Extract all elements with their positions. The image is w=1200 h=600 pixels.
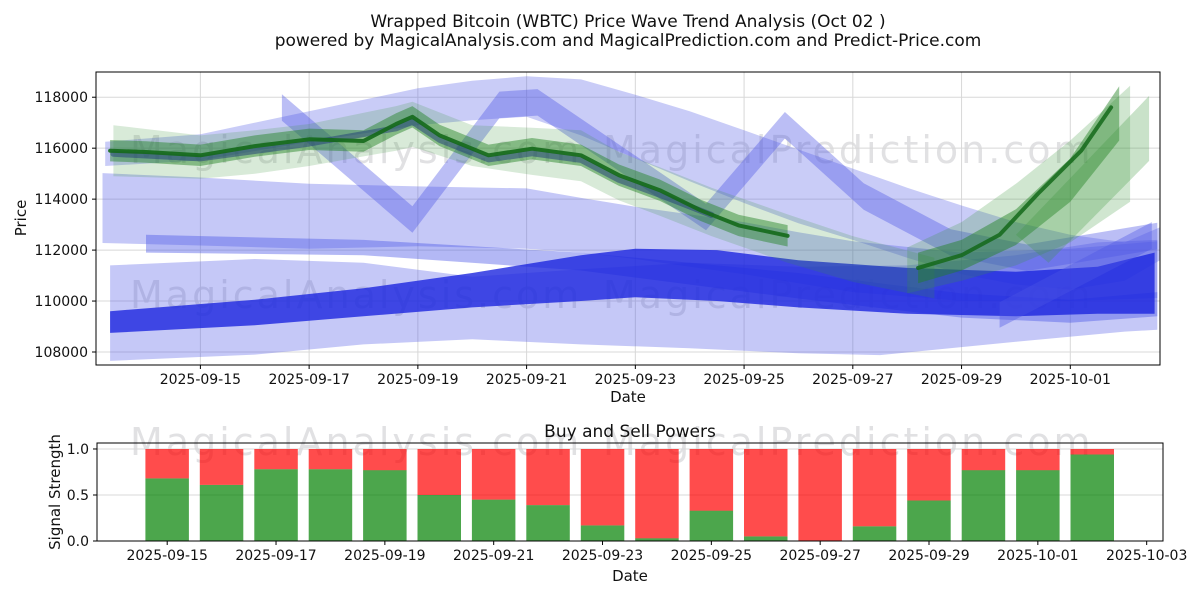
- signal-x-tick-label: 2025-09-25: [671, 548, 752, 564]
- price-x-tick-label: 2025-09-25: [703, 372, 784, 388]
- price-x-tick-label: 2025-09-17: [268, 372, 349, 388]
- price-plot: [96, 72, 1160, 365]
- buy-bar: [1070, 454, 1114, 541]
- buy-bar: [363, 470, 407, 541]
- sell-bar: [308, 449, 353, 470]
- sell-bar: [363, 449, 407, 471]
- price-x-tick-label: 2025-09-27: [812, 372, 893, 388]
- price-y-tick-label: 110000: [35, 294, 88, 310]
- price-x-tick-label: 2025-09-29: [921, 372, 1002, 388]
- sell-bar: [798, 449, 842, 541]
- chart-subtitle: powered by MagicalAnalysis.com and Magic…: [274, 31, 982, 51]
- signal-x-tick-label: 2025-09-15: [127, 548, 208, 564]
- signal-x-tick-label: 2025-09-17: [235, 548, 316, 564]
- signal-x-tick-label: 2025-10-01: [997, 548, 1078, 564]
- band-green-envelope-right: [907, 85, 1131, 294]
- buy-bar: [635, 538, 679, 541]
- sell-bar: [526, 449, 570, 506]
- signal-axis-label: Signal Strength: [46, 434, 64, 550]
- signal-x-tick-label: 2025-09-29: [888, 548, 969, 564]
- price-bands: [102, 76, 1160, 361]
- sell-bar: [1070, 449, 1114, 455]
- buy-bar: [471, 499, 516, 541]
- band-green-envelope-left: [113, 101, 935, 299]
- signal-date-axis-label: Date: [612, 567, 648, 585]
- band-upper-cone: [105, 76, 1160, 290]
- band-core-band: [110, 248, 1155, 333]
- sell-bar: [471, 449, 516, 500]
- signal-y-tick-label: 0.5: [67, 488, 89, 504]
- buy-bar: [417, 495, 461, 541]
- price-y-tick-label: 108000: [35, 345, 88, 361]
- price-x-tick-label: 2025-09-21: [486, 372, 567, 388]
- line-green-center-line: [108, 114, 790, 238]
- buy-bar: [580, 525, 625, 541]
- buy-bar: [308, 469, 353, 541]
- buy-bar: [254, 469, 298, 541]
- price-x-tick-label: 2025-09-23: [595, 372, 676, 388]
- band-zigzag-band: [281, 89, 1158, 271]
- price-y-tick-label: 114000: [35, 192, 88, 208]
- price-x-tick-label: 2025-10-01: [1030, 372, 1111, 388]
- price-date-axis-label: Date: [610, 388, 646, 406]
- price-x-tick-label: 2025-09-15: [160, 372, 241, 388]
- buy-bar: [907, 500, 951, 541]
- sell-bar: [961, 449, 1006, 471]
- signal-y-tick-label: 0.0: [67, 534, 89, 550]
- signal-x-tick-label: 2025-09-19: [344, 548, 425, 564]
- sell-bar: [1016, 449, 1060, 471]
- buy-bar: [744, 536, 788, 541]
- sell-bar: [417, 449, 461, 495]
- buy-bar: [689, 510, 734, 541]
- buy-bar: [1016, 470, 1060, 541]
- price-y-tick-label: 118000: [35, 90, 88, 106]
- price-plot-frame: [95, 71, 1161, 366]
- price-y-tick-label: 116000: [35, 141, 88, 157]
- signal-x-tick-label: 2025-09-27: [779, 548, 860, 564]
- signal-plot-frame: [96, 442, 1164, 542]
- price-x-tick-label: 2025-09-19: [377, 372, 458, 388]
- buy-bar: [526, 505, 570, 541]
- buy-bar: [961, 470, 1006, 541]
- sell-bar: [689, 449, 734, 511]
- price-y-tick-label: 112000: [35, 243, 88, 259]
- signal-chart-title: Buy and Sell Powers: [544, 422, 716, 442]
- line-green-center-line-right: [916, 105, 1114, 270]
- band-right-rising-band: [999, 222, 1152, 328]
- buy-bar: [199, 484, 244, 541]
- price-axis-label: Price: [12, 199, 30, 237]
- signal-x-tick-label: 2025-09-21: [453, 548, 534, 564]
- signal-x-tick-label: 2025-09-23: [562, 548, 643, 564]
- sell-bar: [254, 449, 298, 470]
- sell-bar: [145, 449, 189, 479]
- chart-title: Wrapped Bitcoin (WBTC) Price Wave Trend …: [370, 12, 886, 32]
- line-navy-overlay-line: [110, 118, 715, 218]
- sell-bar: [907, 449, 951, 501]
- signal-y-tick-label: 1.0: [67, 442, 89, 458]
- band-green-spike-right: [1015, 95, 1150, 263]
- signal-bars: [145, 449, 1114, 541]
- signal-x-tick-label: 2025-10-03: [1106, 548, 1187, 564]
- sell-bar: [199, 449, 244, 485]
- sell-bar: [635, 449, 679, 539]
- sell-bar: [744, 449, 788, 537]
- buy-bar: [852, 526, 897, 541]
- sell-bar: [852, 449, 897, 527]
- sell-bar: [580, 449, 625, 526]
- buy-bar: [145, 478, 189, 541]
